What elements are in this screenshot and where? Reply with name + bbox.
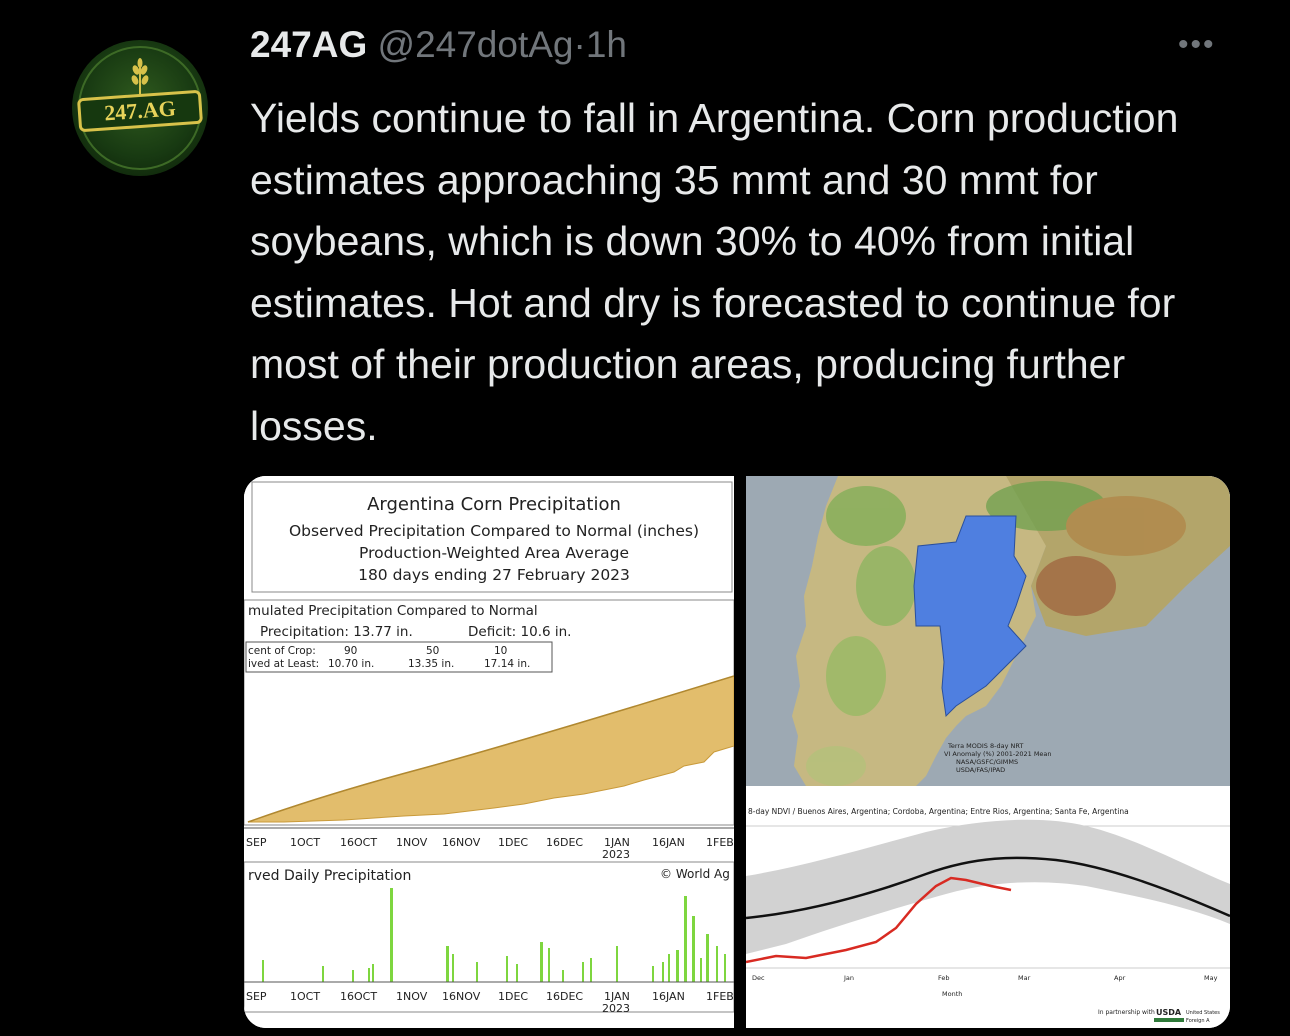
tick-1jan: 1JAN [604, 836, 630, 849]
partner-sub-2: Foreign A [1186, 1018, 1210, 1024]
usda-logo: USDA [1156, 1008, 1182, 1017]
tick-1dec-lower: 1DEC [498, 990, 528, 1003]
tick-1nov: 1NOV [396, 836, 428, 849]
tick-16oct-lower: 16OCT [340, 990, 377, 1003]
map-credit-4: USDA/FAS/IPAD [956, 766, 1005, 774]
tweet-text: Yields continue to fall in Argentina. Co… [250, 95, 1179, 449]
ndvi-tick-mar: Mar [1018, 974, 1031, 982]
ndvi-x-label: Month [942, 990, 962, 998]
media-image-ndvi[interactable]: Terra MODIS 8-day NRT VI Anomaly (%) 200… [746, 476, 1230, 1028]
media-divider [734, 476, 746, 1028]
tick-1feb-lower: 1FEB [706, 990, 734, 1003]
tick-16dec: 16DEC [546, 836, 583, 849]
tick-year-lower: 2023 [602, 1002, 630, 1015]
map-credit-1: Terra MODIS 8-day NRT [947, 742, 1023, 750]
wheat-icon [131, 58, 149, 94]
crop-row2-v2: 13.35 in. [408, 658, 454, 670]
crop-row1-label: cent of Crop: [248, 645, 316, 657]
media-container[interactable]: Argentina Corn Precipitation Observed Pr… [244, 476, 1230, 1028]
x-ticks-lower: SEP 1OCT 16OCT 1NOV 16NOV 1DEC 16DEC 1JA… [246, 990, 734, 1015]
display-name[interactable]: 247AG [250, 24, 368, 65]
tick-1dec: 1DEC [498, 836, 528, 849]
tick-1feb: 1FEB [706, 836, 734, 849]
ndvi-current-line [746, 876, 1012, 964]
tick-year: 2023 [602, 848, 630, 861]
crop-row1-v3: 10 [494, 645, 507, 657]
chart-subtitle-2: Production-Weighted Area Average [359, 544, 629, 562]
map-credit-3: NASA/GSFC/GIMMS [956, 758, 1018, 766]
tick-1jan-lower: 1JAN [604, 990, 630, 1003]
tick-16dec-lower: 16DEC [546, 990, 583, 1003]
tick-sep: SEP [246, 836, 267, 849]
ndvi-tick-may: May [1204, 974, 1218, 982]
chart-subtitle-1: Observed Precipitation Compared to Norma… [289, 522, 699, 540]
ndvi-x-ticks: Dec Jan Feb Mar Apr May [752, 974, 1218, 982]
accum-title: mulated Precipitation Compared to Normal [248, 603, 538, 619]
normal-line [247, 675, 734, 823]
map-credit-2: VI Anomaly (%) 2001-2021 Mean [944, 750, 1052, 758]
avatar[interactable]: 247.AG [72, 40, 208, 176]
crop-row2-label: ived at Least: [248, 658, 319, 670]
ndvi-tick-jan: Jan [843, 974, 854, 982]
tick-16jan-lower: 16JAN [652, 990, 685, 1003]
crop-row2-v3: 17.14 in. [484, 658, 530, 670]
partner-text: In partnership with [1098, 1009, 1155, 1016]
ndvi-title: 8-day NDVI / Buenos Aires, Argentina; Co… [748, 807, 1129, 816]
ndvi-tick-dec: Dec [752, 974, 765, 982]
tick-1oct-lower: 1OCT [290, 990, 320, 1003]
tick-1nov-lower: 1NOV [396, 990, 428, 1003]
crop-row1-v2: 50 [426, 645, 439, 657]
ndvi-figure: Terra MODIS 8-day NRT VI Anomaly (%) 200… [746, 476, 1230, 1028]
ndvi-mean-line [746, 856, 1230, 920]
media-image-precipitation[interactable]: Argentina Corn Precipitation Observed Pr… [244, 476, 734, 1028]
more-options-icon[interactable]: ••• [1178, 28, 1216, 61]
daily-title: rved Daily Precipitation [248, 868, 411, 884]
map-credit: Terra MODIS 8-day NRT VI Anomaly (%) 200… [944, 742, 1052, 774]
crop-row1-v1: 90 [344, 645, 357, 657]
tick-16jan: 16JAN [652, 836, 685, 849]
x-ticks-upper: SEP 1OCT 16OCT 1NOV 16NOV 1DEC 16DEC 1JA… [246, 836, 734, 861]
chart-title: Argentina Corn Precipitation [367, 494, 621, 515]
tick-sep-lower: SEP [246, 990, 267, 1003]
accum-deficit: Deficit: 10.6 in. [468, 624, 571, 640]
tweet-header: 247AG @247dotAg·1h [250, 24, 627, 74]
separator: · [573, 24, 586, 65]
crop-row2-v1: 10.70 in. [328, 658, 374, 670]
accum-precip: Precipitation: 13.77 in. [260, 624, 413, 640]
daily-bars [262, 888, 726, 982]
map-production-area [913, 515, 1027, 718]
tick-16nov-lower: 16NOV [442, 990, 481, 1003]
timestamp[interactable]: 1h [585, 24, 627, 65]
handle[interactable]: @247dotAg [377, 24, 574, 65]
ndvi-tick-feb: Feb [938, 974, 950, 982]
usda-logo-mark [1154, 1018, 1184, 1022]
ndvi-range-band [746, 819, 1230, 954]
partner-sub-1: United States [1186, 1010, 1220, 1016]
ndvi-tick-apr: Apr [1114, 974, 1126, 982]
chart-subtitle-3: 180 days ending 27 February 2023 [358, 566, 630, 584]
tick-16nov: 16NOV [442, 836, 481, 849]
chart-credit: © World Ag [660, 867, 730, 881]
tick-16oct: 16OCT [340, 836, 377, 849]
precipitation-chart: Argentina Corn Precipitation Observed Pr… [244, 476, 734, 1028]
tick-1oct: 1OCT [290, 836, 320, 849]
